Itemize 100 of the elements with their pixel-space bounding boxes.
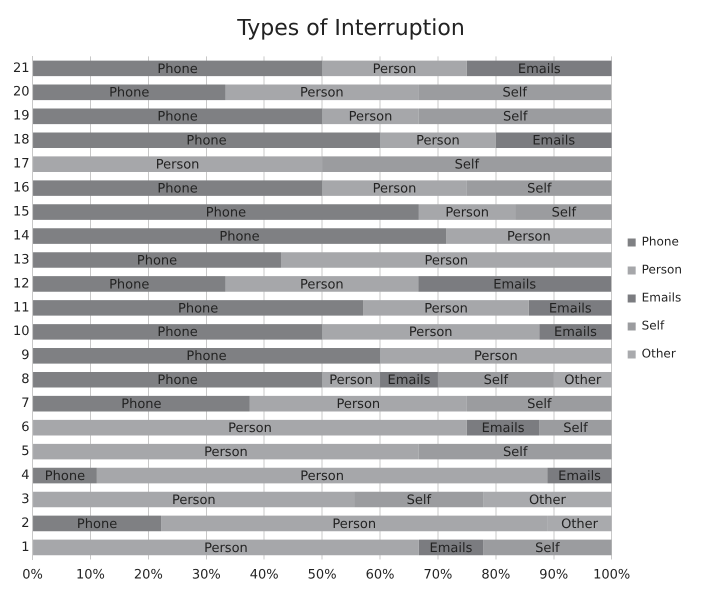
text: Self: [535, 540, 560, 556]
bar: [322, 60, 467, 76]
bar: [96, 468, 548, 484]
text: Emails: [532, 134, 576, 149]
y-tick-label: 20: [12, 84, 30, 100]
y-tick-label: 3: [21, 492, 30, 507]
text: Person: [424, 301, 468, 316]
bar: [380, 348, 612, 364]
y-tick-label: 16: [12, 180, 30, 196]
text: Self: [563, 421, 588, 436]
text: Self: [454, 158, 480, 173]
bar: [33, 396, 250, 412]
bar: [33, 276, 226, 292]
y-tick-label: 4: [21, 468, 30, 483]
y-tick-label: 17: [12, 156, 30, 172]
text: Self: [527, 182, 552, 197]
text: Phone: [157, 325, 198, 340]
x-tick-label: 30%: [192, 568, 221, 583]
bar: [446, 228, 612, 244]
y-tick-label: 13: [12, 252, 30, 268]
bar: [33, 60, 322, 76]
y-tick-label: 6: [21, 420, 30, 436]
x-tick-label: 20%: [134, 568, 163, 583]
text: Emails: [548, 301, 592, 316]
text: Person: [507, 229, 551, 244]
x-tick-label: 90%: [539, 568, 568, 583]
y-tick-label: 9: [21, 348, 30, 364]
text: Person: [445, 205, 490, 220]
text: Phone: [206, 205, 246, 220]
text: Phone: [109, 277, 150, 292]
text: Person: [228, 421, 272, 436]
bar: [33, 540, 419, 556]
text: Emails: [482, 421, 525, 436]
text: Self: [406, 492, 432, 508]
text: Other: [528, 492, 566, 508]
bar: [33, 180, 322, 196]
x-tick-label: 80%: [481, 568, 510, 583]
text: Person: [300, 86, 344, 101]
text: Emails: [518, 62, 561, 77]
x-tick-label: 40%: [250, 568, 279, 583]
text: Person: [348, 110, 392, 125]
text: Phone: [157, 110, 198, 125]
text: Phone: [157, 62, 198, 77]
text: Self: [552, 205, 576, 220]
y-tick-label: 15: [12, 204, 30, 220]
y-tick-label: 2: [21, 516, 30, 531]
y-tick-label: 19: [12, 108, 30, 124]
text: Phone: [109, 86, 150, 101]
text: Phone: [186, 349, 227, 364]
bar: [418, 276, 612, 292]
text: Person: [424, 253, 468, 268]
text: Person: [329, 373, 373, 388]
bar: [33, 252, 281, 268]
y-tick-label: 18: [12, 132, 30, 148]
y-tick-label: 11: [12, 300, 30, 316]
chart-title: Types of Interruption: [236, 16, 465, 41]
bar: [33, 204, 419, 220]
bar: [33, 300, 364, 316]
x-tick-label: 70%: [423, 568, 452, 583]
text: Emails: [430, 540, 472, 556]
text: Phone: [157, 373, 198, 388]
x-tick-label: 50%: [308, 568, 337, 583]
text: Self: [527, 397, 552, 412]
legend-label: Person: [642, 262, 682, 277]
text: Other: [564, 373, 602, 388]
bar: [225, 276, 418, 292]
text: Phone: [178, 301, 218, 316]
legend-label: Phone: [642, 234, 679, 249]
bar: [33, 108, 322, 124]
text: Phone: [76, 516, 118, 532]
x-tick-label: 100%: [593, 568, 630, 583]
text: Phone: [136, 253, 178, 268]
text: Phone: [44, 468, 86, 484]
y-tick-label: 1: [21, 540, 30, 555]
text: Person: [300, 277, 344, 292]
text: Phone: [186, 134, 227, 149]
text: Emails: [554, 325, 597, 340]
text: Person: [204, 540, 248, 556]
bar: [466, 60, 612, 76]
y-tick-label: 7: [21, 396, 30, 412]
text: Self: [503, 110, 528, 125]
bar: [380, 132, 496, 148]
text: Person: [408, 325, 453, 340]
text: Emails: [558, 468, 601, 484]
text: Person: [336, 397, 380, 412]
text: Self: [484, 373, 508, 388]
text: Phone: [157, 182, 198, 197]
legend-label: Emails: [642, 290, 682, 305]
text: Person: [172, 492, 216, 508]
text: Self: [502, 86, 527, 101]
text: Person: [372, 62, 416, 77]
bar: [483, 540, 612, 556]
text: Person: [300, 468, 344, 484]
text: Person: [156, 158, 200, 173]
x-tick-label: 0%: [22, 568, 43, 583]
text: Person: [372, 182, 416, 197]
bar: [322, 324, 540, 340]
text: Phone: [219, 229, 260, 244]
bar: [33, 324, 322, 340]
y-tick-label: 10: [12, 324, 30, 340]
